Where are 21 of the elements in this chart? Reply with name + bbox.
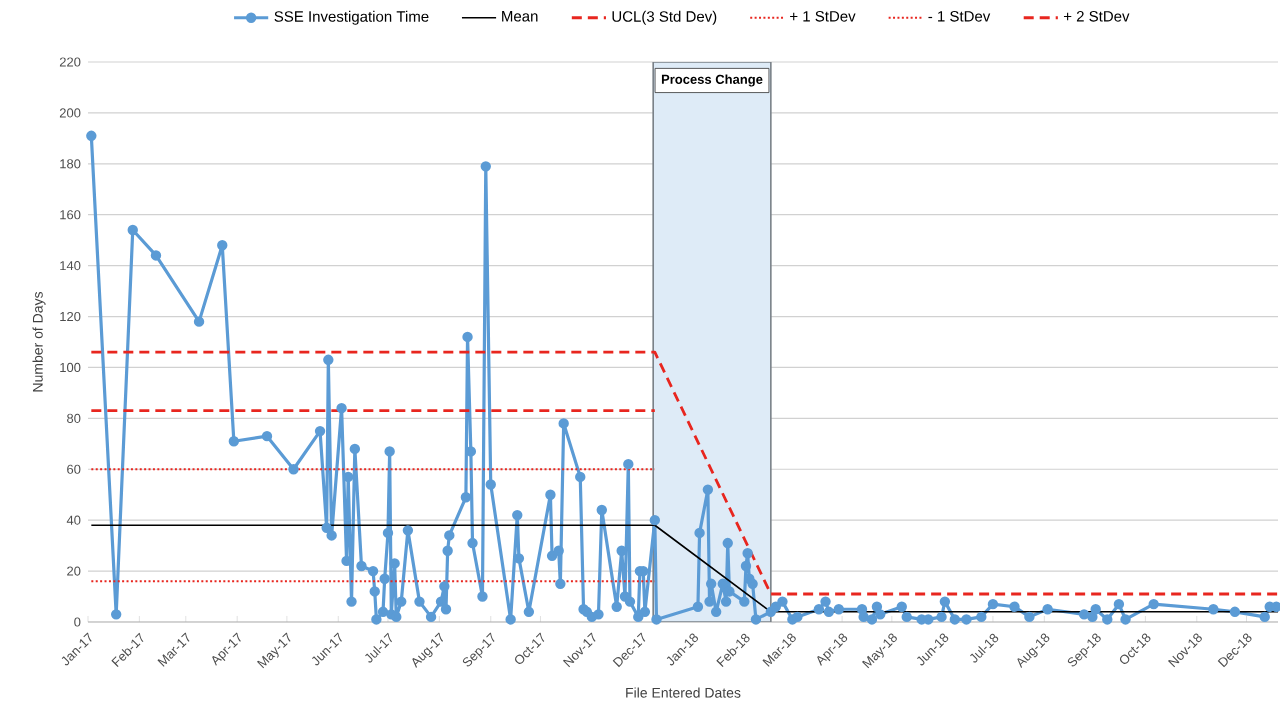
legend-label: + 2 StDev: [1063, 11, 1130, 22]
y-tick-label: 140: [60, 261, 81, 271]
y-tick-label: 220: [59, 57, 81, 67]
band-label: Process Change: [661, 74, 763, 87]
y-tick-label: 180: [60, 159, 81, 169]
y-tick-label: 60: [67, 464, 81, 474]
y-tick-label: 120: [60, 311, 81, 322]
y-tick-label: 20: [67, 566, 81, 576]
legend-label: SSE Investigation Time: [274, 10, 429, 25]
legend-label: UCL(3 Std Dev): [612, 10, 717, 25]
y-axis-title: Number of Days: [32, 291, 46, 392]
y-tick-label: 80: [67, 413, 81, 423]
legend-label: - 1 StDev: [928, 11, 991, 22]
legend-label: + 1 StDev: [790, 11, 856, 22]
y-tick-label: 0: [74, 617, 81, 627]
y-tick-label: 160: [60, 210, 81, 220]
x-axis-title: File Entered Dates: [626, 687, 741, 698]
y-tick-label: 200: [59, 108, 81, 118]
y-tick-label: 40: [66, 515, 81, 525]
y-tick-label: 100: [60, 362, 81, 373]
legend-label: Mean: [502, 11, 538, 22]
